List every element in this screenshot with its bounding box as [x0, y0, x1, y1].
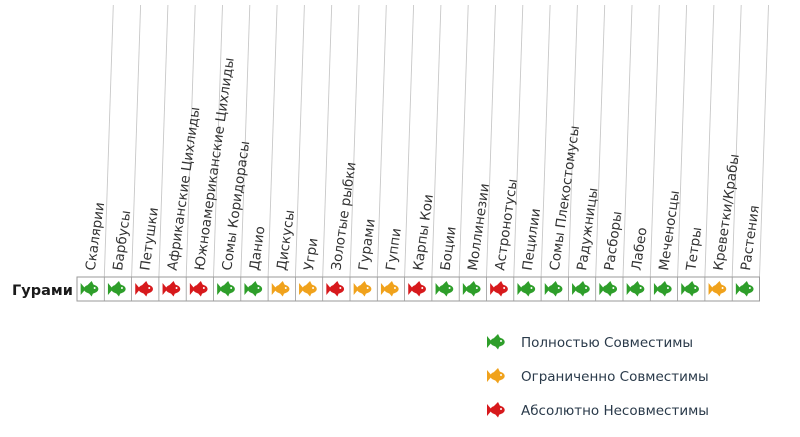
header-grid-line [704, 4, 715, 278]
header-grid-line [649, 4, 660, 278]
fish-icon-compatible [435, 281, 454, 297]
fish-icon-incompatible [408, 281, 426, 297]
fish-icon-compatible [626, 281, 645, 297]
column-header: Барбусы [110, 209, 134, 271]
column-header: Петушки [137, 206, 162, 271]
header-grid-line [213, 4, 223, 278]
header-grid-line [103, 4, 114, 278]
fish-icon-compatible [217, 281, 235, 297]
legend-fish-icon-limited [487, 368, 505, 384]
column-header: Растения [738, 204, 763, 271]
header-grid-line [267, 4, 278, 278]
fish-icon-incompatible [189, 281, 208, 297]
fish-icon-compatible [653, 281, 672, 297]
fish-icon-limited [353, 281, 372, 297]
column-header: Золотые рыбки [328, 161, 359, 272]
legend-label-compatible: Полностью Совместимы [521, 335, 693, 351]
legend: Полностью Совместимы Ограниченно Совмести… [487, 334, 709, 419]
fish-icon-incompatible [490, 281, 508, 297]
legend-fish-icon-incompatible [487, 402, 505, 418]
header-grid-line [486, 4, 496, 278]
fish-icon-incompatible [326, 281, 345, 297]
column-header: Дискусы [274, 209, 298, 272]
header-grid-lines [103, 4, 769, 278]
column-headers: Скалярии Барбусы Петушки Африканские Цихлид… [83, 57, 763, 273]
header-grid-line [349, 4, 360, 278]
fish-icon-compatible [244, 281, 263, 297]
fish-icon-compatible [572, 281, 590, 297]
compatibility-row [76, 276, 760, 302]
fish-icon-compatible [599, 281, 618, 297]
header-grid-line [622, 4, 633, 278]
header-grid-line [131, 4, 142, 278]
fish-icon-compatible [517, 281, 536, 297]
column-header: Креветки/Крабы [711, 153, 743, 272]
fish-icon-incompatible [162, 281, 181, 297]
header-grid-line [376, 4, 387, 278]
legend-fish-icon-compatible [487, 334, 505, 350]
legend-label-limited: Ограниченно Совместимы [521, 369, 709, 385]
fish-icon-incompatible [135, 281, 153, 297]
header-grid-line [294, 4, 305, 278]
column-header: Гурами [356, 218, 379, 272]
header-grid-line [240, 4, 251, 278]
column-header: Лабео [629, 226, 651, 271]
header-grid-line [677, 4, 688, 278]
header-grid-line [567, 4, 578, 278]
column-header: Угри [301, 237, 321, 272]
header-grid-line [759, 4, 769, 278]
column-header: Тетры [683, 226, 705, 272]
fish-icon-limited [380, 281, 399, 297]
header-grid-line [731, 4, 742, 278]
fish-icon-compatible [107, 281, 126, 297]
column-header: Гуппи [383, 227, 405, 271]
fish-icon-compatible [462, 281, 481, 297]
header-grid-line [458, 4, 469, 278]
legend-label-incompatible: Абсолютно Несовместимы [521, 403, 709, 419]
header-grid-line [322, 4, 333, 278]
column-header: Астронотусы [492, 178, 521, 272]
fish-icon-limited [708, 281, 727, 297]
header-grid-line [158, 4, 169, 278]
header-grid-line [185, 4, 196, 278]
header-grid-line [540, 4, 551, 278]
header-grid-line [431, 4, 442, 278]
header-grid-line [595, 4, 606, 278]
column-header: Данио [247, 225, 269, 271]
fish-icon-compatible [735, 281, 754, 297]
row-label: Гурами [12, 283, 73, 299]
column-header: Расборы [601, 210, 625, 271]
header-grid-line [513, 4, 524, 278]
column-header: Скалярии [83, 201, 108, 271]
column-header: Пецилии [520, 207, 545, 271]
fish-icon-compatible [681, 281, 699, 297]
fish-icon-compatible [544, 281, 563, 297]
fish-icon-limited [271, 281, 290, 297]
column-header: Карпы Кои [410, 193, 437, 271]
fish-icon-limited [299, 281, 317, 297]
column-header: Боции [438, 225, 460, 271]
column-header: Моллинезии [465, 182, 493, 271]
fish-icon-compatible [80, 281, 99, 297]
header-grid-line [404, 4, 415, 278]
